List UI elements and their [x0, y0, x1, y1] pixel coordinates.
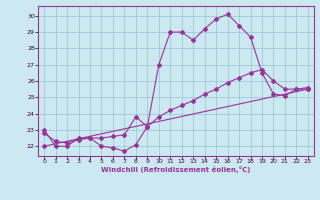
X-axis label: Windchill (Refroidissement éolien,°C): Windchill (Refroidissement éolien,°C) — [101, 166, 251, 173]
